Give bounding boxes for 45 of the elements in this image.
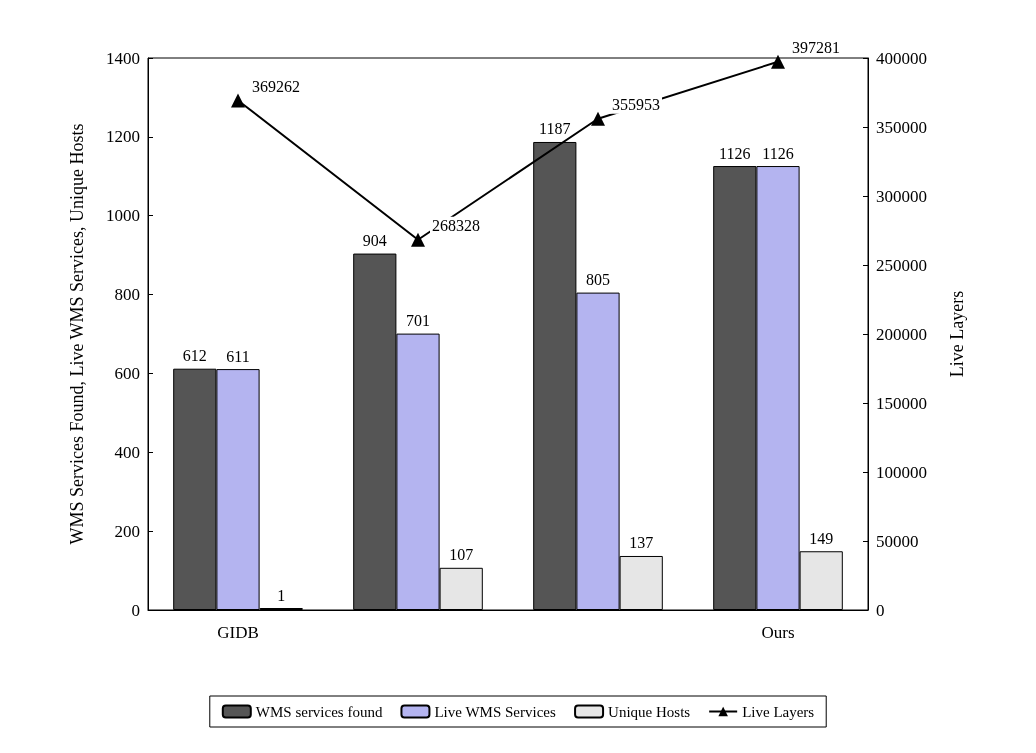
data-label: 611 [226, 347, 250, 365]
x-tick-label: Ours [761, 623, 795, 642]
data-label: 137 [629, 534, 654, 552]
y2-tick-label: 150000 [876, 393, 927, 413]
data-label: 1126 [762, 144, 794, 162]
y2-tick-label: 300000 [876, 186, 927, 206]
y-tick-label: 800 [114, 285, 140, 305]
y2-tick-label: 0 [876, 600, 885, 620]
point [231, 93, 245, 108]
data-label: 107 [449, 546, 474, 564]
legend-label: Live WMS Services [434, 703, 556, 720]
y-tick-label: 200 [114, 521, 140, 541]
x-tick-label: GIDB [217, 623, 259, 642]
data-label: 268328 [432, 217, 480, 235]
legend-label: WMS services found [255, 703, 383, 720]
y2-tick-label: 350000 [876, 117, 927, 137]
data-label: 904 [362, 232, 387, 250]
y-tick-label: 600 [114, 363, 140, 383]
y2-tick-label: 200000 [876, 324, 927, 344]
data-label: 805 [586, 271, 610, 289]
y-tick-label: 400 [114, 442, 140, 462]
point [411, 232, 425, 247]
y2-tick-label: 250000 [876, 255, 927, 275]
point [591, 111, 605, 126]
point [771, 54, 785, 69]
data-label: 355953 [612, 96, 660, 114]
y2-tick-label: 400000 [876, 48, 927, 68]
y-tick-label: 1400 [106, 48, 140, 68]
legend-label: Unique Hosts [608, 703, 691, 720]
data-label: 149 [809, 529, 834, 547]
data-label: 397281 [792, 39, 840, 57]
data-label: 1126 [719, 144, 751, 162]
data-label: 369262 [252, 77, 300, 95]
data-label: 1187 [539, 120, 571, 138]
y2-tick-label: 50000 [876, 531, 919, 551]
data-label: 701 [406, 312, 430, 330]
data-label: 612 [182, 347, 207, 365]
y-tick-label: 0 [131, 600, 140, 620]
y-axis-title: WMS Services Found, Live WMS Services, Unique Hosts [67, 123, 87, 545]
legend-label: Live Layers [742, 703, 815, 720]
y2-tick-label: 100000 [876, 462, 927, 482]
y2-axis-title: Live Layers [947, 290, 967, 378]
data-label: 1 [277, 586, 286, 604]
y-tick-label: 1000 [106, 206, 140, 226]
y-tick-label: 1200 [106, 127, 140, 147]
